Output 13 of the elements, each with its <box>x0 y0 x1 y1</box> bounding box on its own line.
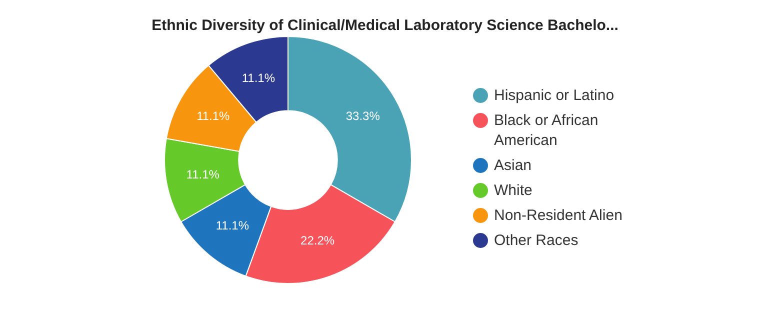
legend-label: Asian <box>494 156 532 176</box>
legend-label: Hispanic or Latino <box>494 86 614 106</box>
data-label: 11.1% <box>242 71 276 86</box>
legend-label: Other Races <box>494 231 578 251</box>
legend-label: White <box>494 181 532 201</box>
legend-label: Black or African American <box>494 111 600 151</box>
data-label: 11.1% <box>186 167 220 182</box>
legend-label: Non-Resident Alien <box>494 206 622 226</box>
chart-title: Ethnic Diversity of Clinical/Medical Laboratory Science Bachelo... <box>150 17 620 34</box>
data-label: 33.3% <box>346 109 380 124</box>
data-label: 11.1% <box>196 109 230 124</box>
data-label: 11.1% <box>216 218 250 233</box>
data-label: 22.2% <box>300 234 335 248</box>
